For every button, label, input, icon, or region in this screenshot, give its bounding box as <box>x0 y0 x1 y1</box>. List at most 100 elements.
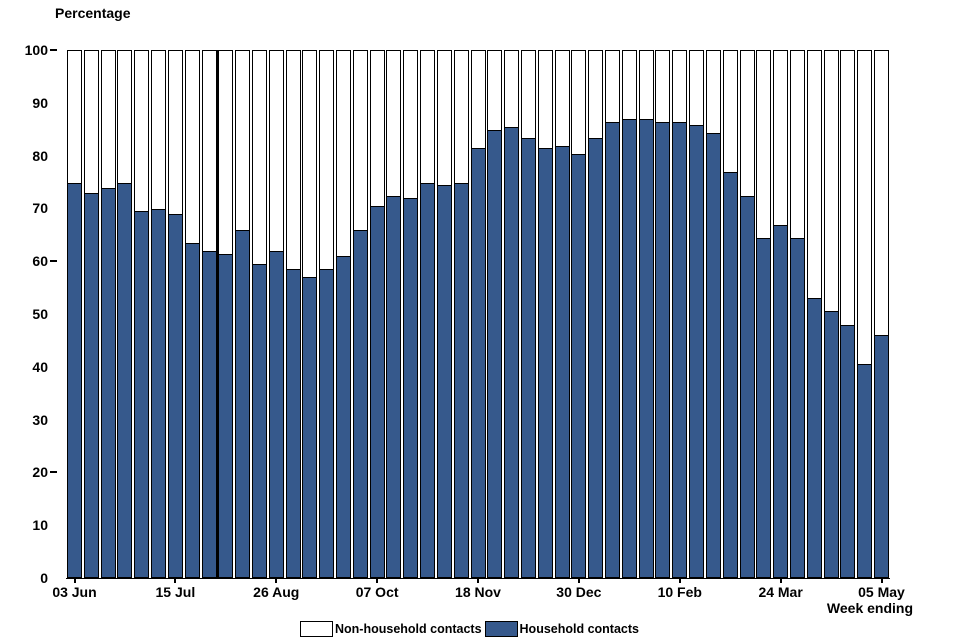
y-tick-label-70: 70 <box>32 200 48 217</box>
bar-week-30-Sep <box>352 50 368 578</box>
bar-week-31-Mar <box>789 50 805 578</box>
bar-fill-household <box>790 237 804 577</box>
bar-fill-household <box>68 182 81 577</box>
y-tick-mark-20 <box>50 471 57 474</box>
bar-week-24-Jun <box>117 50 133 578</box>
bar-fill-household <box>740 195 754 577</box>
x-tick-mark-18-Nov <box>477 578 479 583</box>
bar-fill-household <box>858 363 872 577</box>
bar-week-13-Jan <box>605 50 620 578</box>
bar-week-07-Apr <box>806 50 822 578</box>
bar-fill-household <box>320 269 334 577</box>
y-tick-label-10: 10 <box>32 517 48 534</box>
bar-week-03-Mar <box>722 50 738 578</box>
bar-week-14-Oct <box>386 50 402 578</box>
bar-fill-household <box>370 206 384 577</box>
bar-fill-household <box>252 264 266 577</box>
bar-week-02-Sep <box>285 50 301 578</box>
y-axis-title: Percentage <box>55 5 131 21</box>
bar-fill-household <box>723 171 737 577</box>
bar-fill-household <box>656 122 670 577</box>
x-tick-mark-15-Jul <box>174 578 177 583</box>
bar-fill-household <box>135 211 149 577</box>
x-tick-mark-05-May <box>880 578 883 583</box>
x-tick-mark-03-Jun <box>73 578 76 583</box>
bar-fill-household <box>101 187 115 577</box>
y-tick-label-100: 100 <box>24 42 48 58</box>
bar-week-09-Dec <box>520 50 536 578</box>
bar-week-14-Apr <box>823 50 839 578</box>
bar-week-20-Jan <box>621 50 637 578</box>
bar-week-06-Jan <box>588 50 604 578</box>
bar-fill-household <box>404 198 418 577</box>
bar-week-17-Mar <box>756 50 772 578</box>
bar-week-22-Jul <box>184 50 200 578</box>
bar-week-21-Apr <box>840 50 856 578</box>
bar-fill-household <box>673 122 687 577</box>
x-tick-mark-10-Feb <box>678 578 681 583</box>
y-tick-label-40: 40 <box>32 358 48 375</box>
bar-week-10-Jun <box>83 50 99 578</box>
bar-week-12-Aug <box>235 50 251 578</box>
bar-fill-household <box>421 182 435 577</box>
bar-fill-household <box>505 127 519 577</box>
bar-fill-household <box>353 229 367 577</box>
bar-week-07-Oct <box>369 50 385 578</box>
series-break-line <box>215 50 219 578</box>
legend: Non-household contacts Household contact… <box>300 620 642 638</box>
y-tick-mark-60 <box>50 260 57 263</box>
bar-fill-household <box>303 277 317 577</box>
bar-fill-household <box>337 256 350 577</box>
x-tick-mark-24-Mar <box>779 578 782 583</box>
y-tick-label-60: 60 <box>32 253 48 270</box>
bar-week-04-Nov <box>436 50 452 578</box>
bar-week-15-Jul <box>167 50 183 578</box>
y-tick-label-20: 20 <box>32 464 48 481</box>
bar-fill-household <box>185 243 199 577</box>
y-tick-label-50: 50 <box>32 306 48 322</box>
x-tick-label-07-Oct: 07 Oct <box>355 584 399 600</box>
bar-week-19-Aug <box>251 50 267 578</box>
x-tick-label-24-Mar: 24 Mar <box>758 584 803 600</box>
bar-fill-household <box>589 137 603 577</box>
bar-fill-household <box>168 214 182 577</box>
x-tick-label-15-Jul: 15 Jul <box>155 584 196 600</box>
bar-week-05-Aug <box>218 50 234 578</box>
bar-week-09-Sep <box>302 50 318 578</box>
bar-week-17-Jun <box>100 50 116 578</box>
bar-week-28-Oct <box>420 50 436 578</box>
bar-fill-household <box>538 148 552 577</box>
bar-week-10-Feb <box>672 50 688 578</box>
legend-swatch-non-household-contacts <box>300 621 333 637</box>
bar-fill-household <box>286 269 300 577</box>
bar-fill-household <box>269 250 283 577</box>
bar-week-24-Mar <box>773 50 789 578</box>
bar-week-16-Sep <box>319 50 335 578</box>
bar-week-27-Jan <box>638 50 654 578</box>
bar-fill-household <box>824 311 838 577</box>
bar-week-16-Dec <box>537 50 553 578</box>
x-tick-label-30-Dec: 30 Dec <box>556 584 602 600</box>
bar-fill-household <box>606 122 619 577</box>
bar-week-03-Feb <box>655 50 671 578</box>
bar-fill-household <box>387 195 401 577</box>
bar-fill-household <box>84 193 98 577</box>
bar-fill-household <box>555 145 569 577</box>
bar-week-23-Dec <box>554 50 570 578</box>
bar-fill-household <box>236 229 250 577</box>
bar-fill-household <box>488 129 502 577</box>
bar-fill-household <box>757 237 771 577</box>
bar-week-25-Nov <box>487 50 503 578</box>
y-tick-label-80: 80 <box>32 147 48 164</box>
bar-fill-household <box>454 182 468 577</box>
bar-week-01-Jul <box>134 50 150 578</box>
x-tick-label-18-Nov: 18 Nov <box>455 584 501 600</box>
bar-week-24-Feb <box>705 50 721 578</box>
y-tick-label-0: 0 <box>40 570 48 586</box>
bar-fill-household <box>774 224 788 577</box>
legend-label-household-contacts: Household contacts <box>519 622 639 636</box>
plot-area <box>66 50 890 579</box>
x-tick-mark-07-Oct <box>376 578 379 583</box>
bar-fill-household <box>437 185 451 577</box>
